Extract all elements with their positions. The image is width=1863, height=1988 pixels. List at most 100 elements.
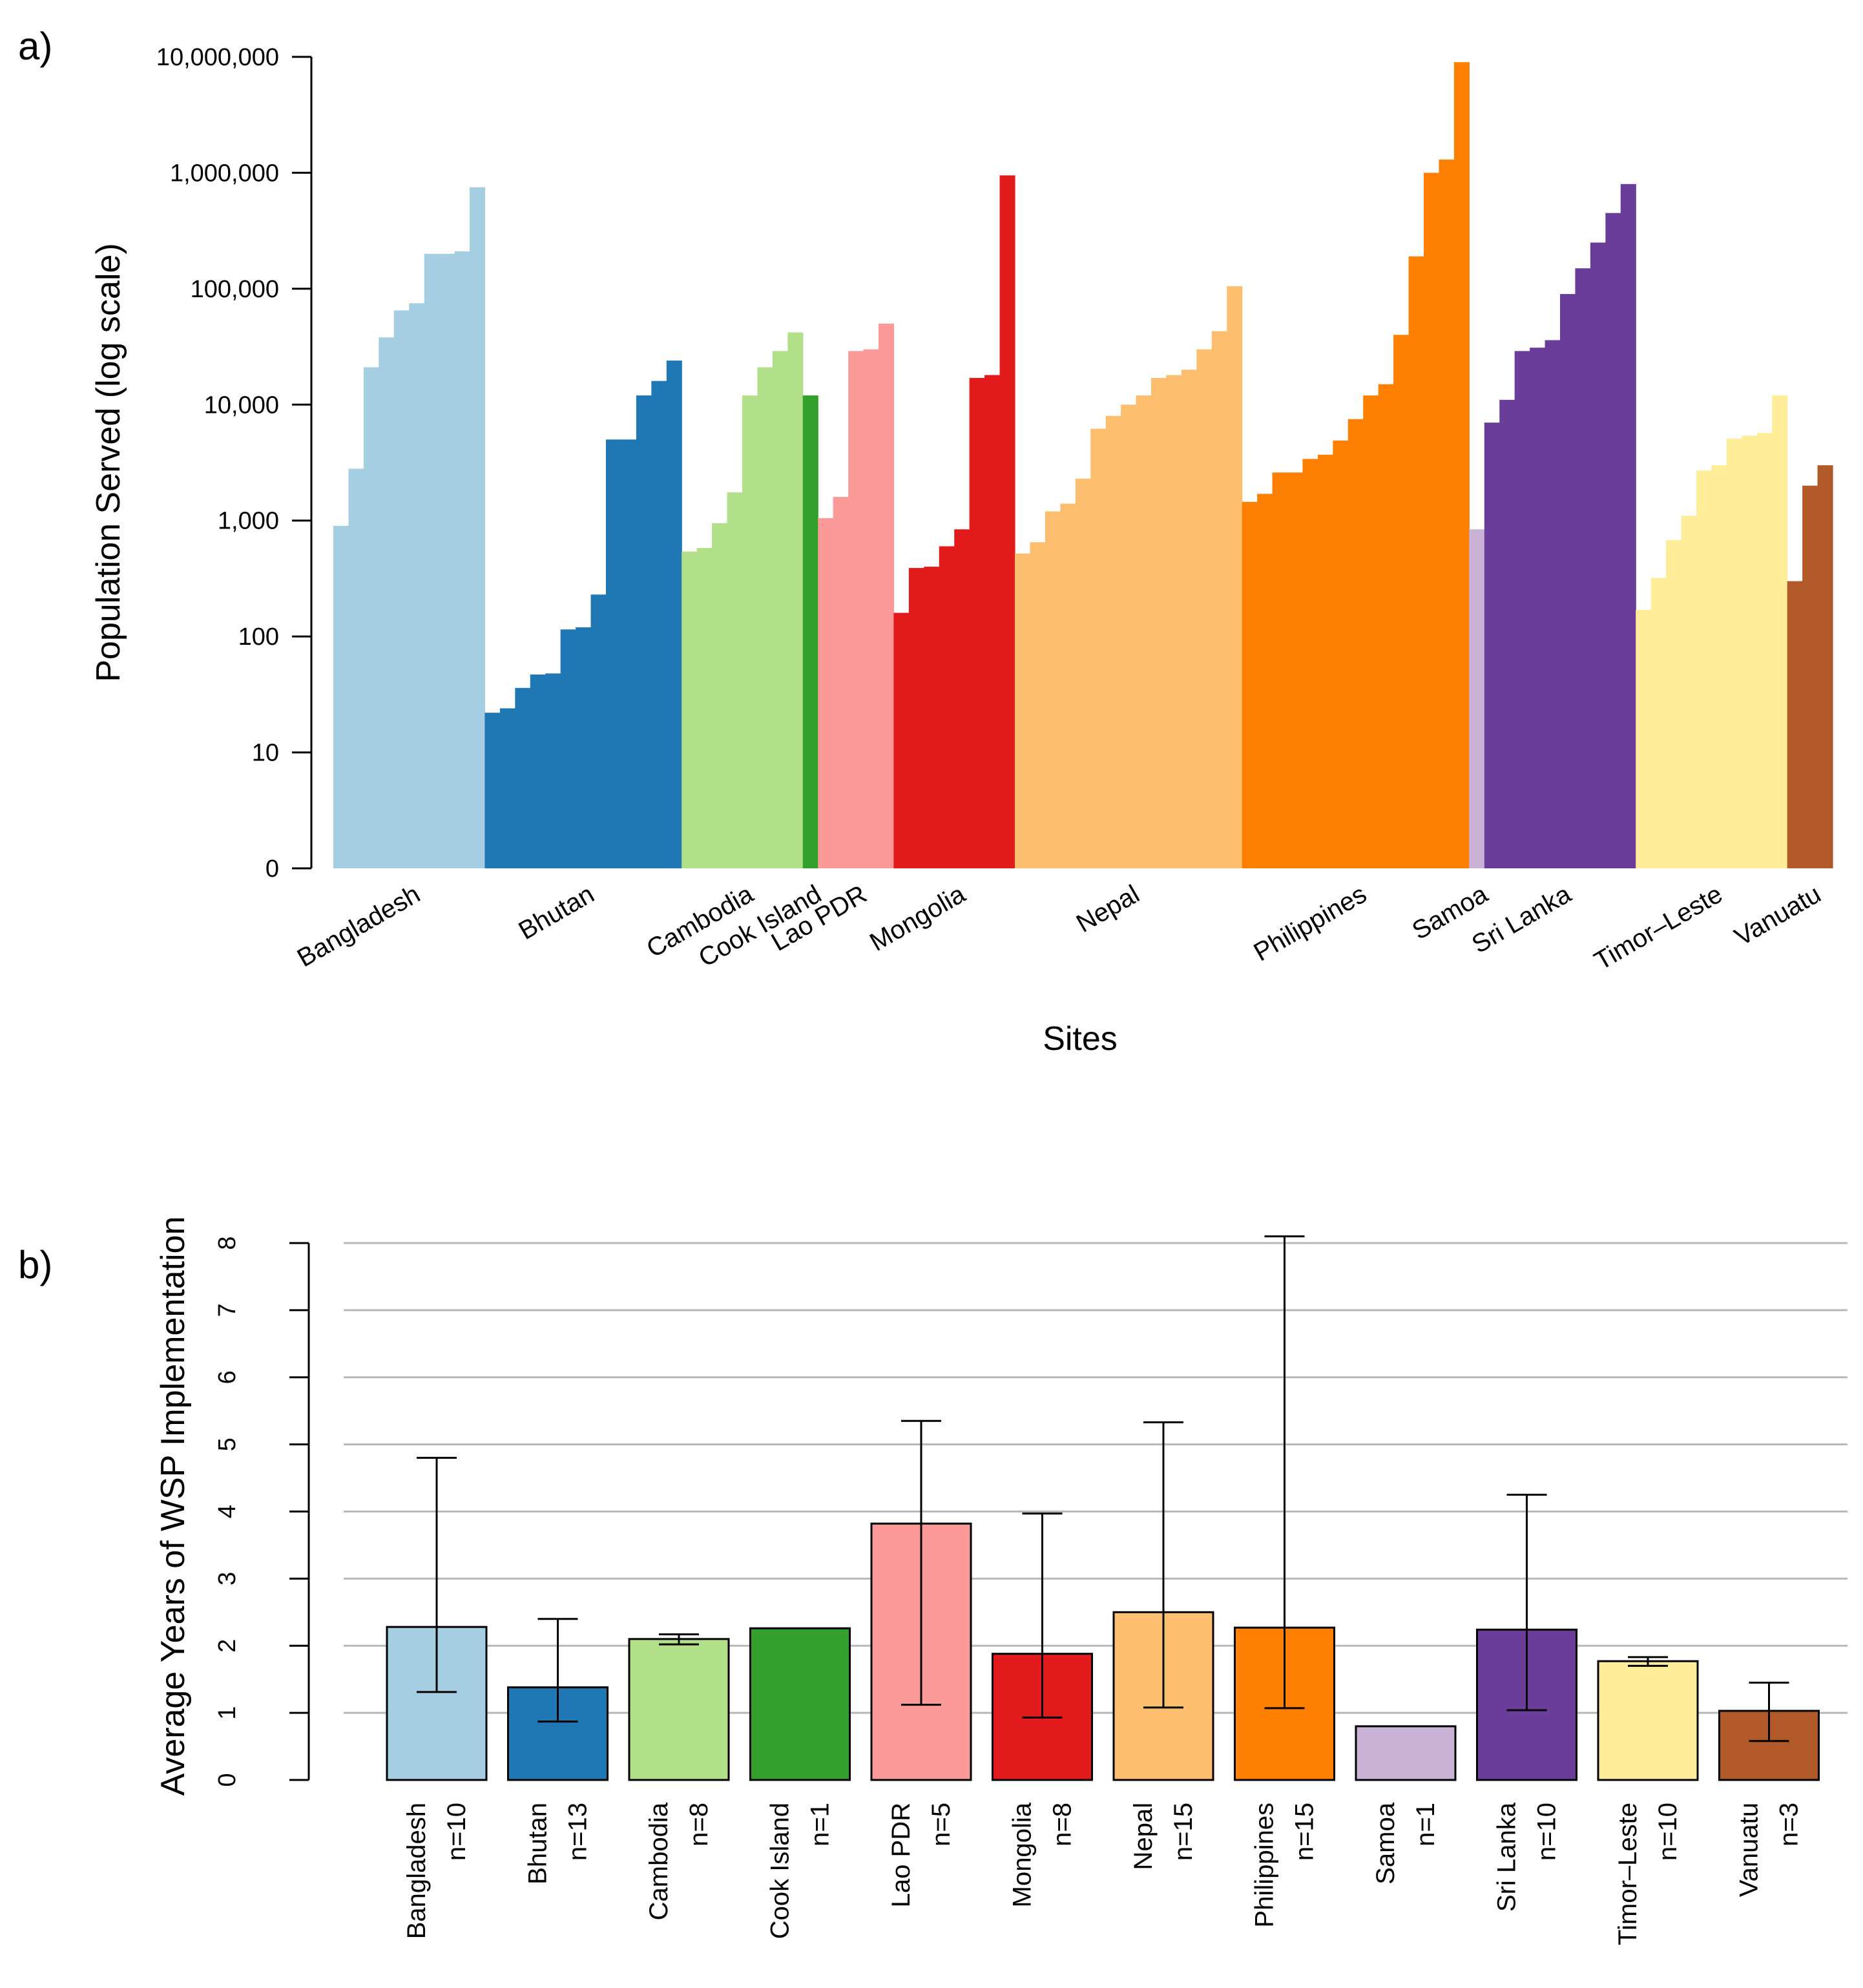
- bar-philippines: [1272, 472, 1288, 868]
- bar-cambodia: [772, 351, 788, 868]
- bar-cambodia: [696, 548, 713, 868]
- bar-philippines: [1317, 454, 1333, 868]
- bar-nepal: [1121, 404, 1137, 868]
- count-label-philippines: n=15: [1291, 1803, 1319, 1861]
- category-label-bangladesh: Bangladesh: [402, 1803, 431, 1939]
- category-label-samoa: Samoa: [1371, 1802, 1400, 1884]
- bar-bhutan: [590, 594, 607, 868]
- bar-nepal: [1227, 286, 1243, 868]
- y-tick-label: 2: [214, 1639, 241, 1653]
- bar-bhutan: [606, 439, 622, 868]
- count-label-mongolia: n=8: [1048, 1803, 1077, 1847]
- bar-timor-leste: [1772, 395, 1788, 868]
- bar-mongolia: [908, 568, 924, 868]
- y-tick-label: 0: [265, 855, 279, 883]
- bar-bhutan: [576, 627, 592, 868]
- panel-b-years-chart: b) 0 1 2 3 4 5 6 7 8 Bangladesh n=10 Bhutan n=13 Cambo…: [18, 1216, 1847, 1945]
- bar-bangladesh: [424, 253, 440, 868]
- bar-nepal: [1075, 478, 1091, 868]
- bar-nepal: [1090, 428, 1107, 868]
- bar-lao-pdr: [879, 323, 895, 869]
- bar-timor-leste: [1681, 516, 1697, 868]
- bar-bangladesh: [393, 310, 410, 868]
- bar-bhutan: [621, 439, 637, 868]
- category-label-lao-pdr: Lao PDR: [887, 1803, 915, 1907]
- y-tick-label: 3: [214, 1572, 241, 1585]
- bar-cambodia: [712, 523, 728, 868]
- y-tick-label: 10: [252, 740, 279, 767]
- bar-samoa: [1469, 529, 1485, 868]
- bar-sri-lanka: [1605, 213, 1621, 868]
- bar-bhutan: [560, 629, 576, 868]
- y-tick-label: 8: [214, 1236, 241, 1250]
- y-tick-label: 10,000: [204, 392, 279, 419]
- bar-cambodia: [682, 551, 698, 868]
- bar-sri-lanka: [1590, 242, 1606, 868]
- bar-lao-pdr: [848, 351, 864, 868]
- bar-bhutan: [666, 361, 682, 868]
- x-axis-title: Sites: [1043, 1020, 1118, 1058]
- bar-timor-leste: [1636, 609, 1652, 868]
- count-label-cambodia: n=8: [685, 1803, 713, 1847]
- category-label-sri-lanka: Sri Lanka: [1493, 1802, 1521, 1912]
- y-tick-label: 1,000,000: [170, 160, 279, 187]
- bar-philippines: [1408, 256, 1424, 868]
- category-label-bhutan: Bhutan: [524, 1803, 552, 1885]
- count-label-bhutan: n=13: [564, 1803, 592, 1861]
- bar-vanuatu: [1802, 485, 1818, 868]
- bar-sri-lanka: [1484, 423, 1500, 868]
- site-label-mongolia: Mongolia: [865, 879, 970, 957]
- bar-nepal: [1045, 511, 1061, 868]
- category-label-timor-leste: Timor–Leste: [1614, 1803, 1642, 1945]
- y-tick-label: 7: [214, 1303, 241, 1317]
- bar-cambodia: [787, 332, 804, 868]
- bar-bhutan: [530, 674, 546, 868]
- bar-mongolia: [939, 546, 955, 868]
- count-label-vanuatu: n=3: [1775, 1803, 1804, 1847]
- y-tick-label: 4: [214, 1505, 241, 1518]
- bar-bangladesh: [348, 468, 364, 868]
- bar-bhutan: [545, 673, 561, 868]
- bar-bangladesh: [439, 253, 455, 868]
- bar-philippines: [1393, 335, 1410, 868]
- bar-bangladesh: [470, 187, 486, 868]
- bar-lao-pdr: [863, 349, 879, 868]
- panel-a-label: a): [18, 25, 52, 68]
- bar-nepal: [1151, 377, 1167, 868]
- bar-nepal: [1060, 503, 1076, 868]
- bar-sri-lanka: [1620, 183, 1636, 868]
- bar-sri-lanka: [1514, 351, 1530, 868]
- bar-mongolia: [924, 567, 940, 868]
- bar-vanuatu: [1787, 581, 1803, 868]
- panel-a-population-chart: a) 0 10 100 1,000 10,000 100,000 1,000,000 10,00…: [18, 25, 1833, 1058]
- bar-nepal: [1211, 331, 1227, 868]
- category-label-mongolia: Mongolia: [1008, 1802, 1037, 1907]
- site-label-timor-leste: Timor–Leste: [1590, 880, 1727, 976]
- bar-sri-lanka: [1545, 340, 1561, 868]
- bar-cambodia: [727, 492, 743, 868]
- bar-bangladesh: [409, 303, 425, 868]
- bar-mongolia: [954, 529, 970, 868]
- bar-cambodia: [628, 1638, 730, 1781]
- bar-bhutan: [636, 395, 652, 868]
- bar-timor-leste: [1650, 578, 1667, 868]
- bar-nepal: [1030, 542, 1046, 868]
- bar-sri-lanka: [1530, 348, 1546, 868]
- bar-timor-leste: [1597, 1660, 1699, 1781]
- bar-timor-leste: [1756, 433, 1773, 868]
- bar-cambodia: [757, 367, 773, 868]
- category-label-cook-island: Cook Island: [766, 1803, 795, 1939]
- count-label-samoa: n=1: [1411, 1803, 1440, 1847]
- bar-mongolia: [893, 612, 910, 868]
- y-axis-title: Average Years of WSP Implementation: [154, 1216, 192, 1795]
- site-label-bangladesh: Bangladesh: [293, 880, 425, 973]
- bar-cook-island: [802, 395, 818, 868]
- bar-philippines: [1333, 440, 1349, 868]
- bar-mongolia: [984, 375, 1001, 868]
- bar-philippines: [1257, 494, 1273, 868]
- category-label-cambodia: Cambodia: [645, 1802, 673, 1920]
- bar-sri-lanka: [1575, 268, 1591, 868]
- bar-timor-leste: [1666, 539, 1682, 868]
- bar-bhutan: [651, 381, 667, 868]
